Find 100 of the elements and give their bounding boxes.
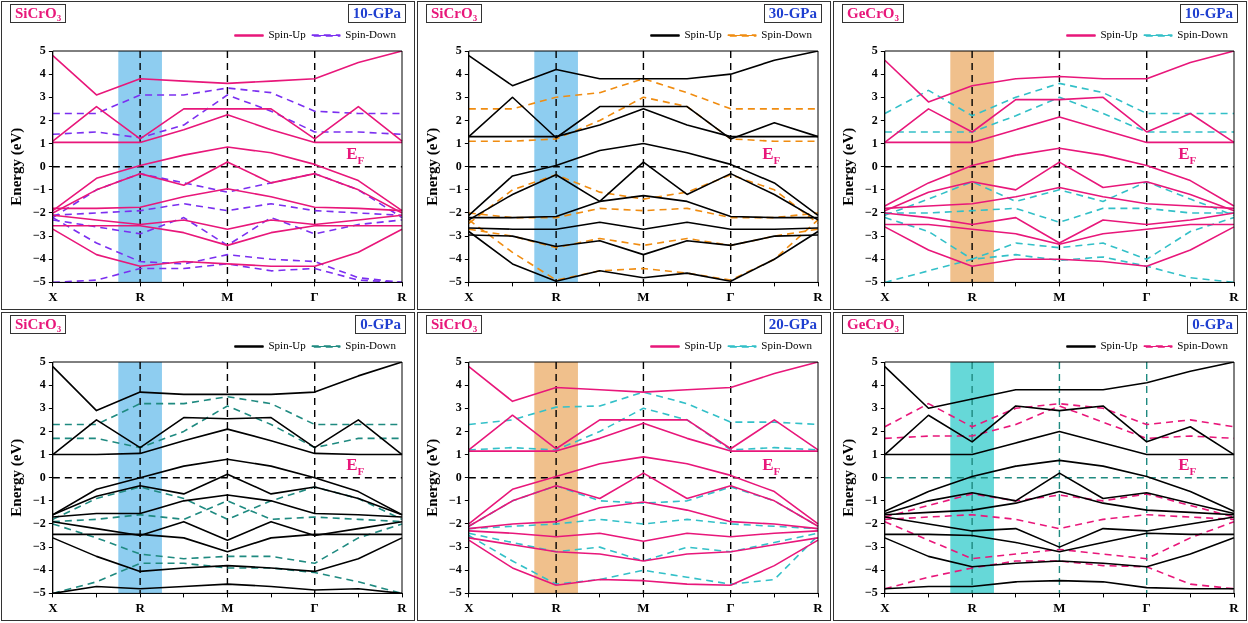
y-tick-label: −3	[864, 539, 878, 554]
y-tick-label: −4	[448, 562, 462, 577]
y-tick-label: −2	[864, 516, 878, 531]
y-tick-label: 2	[39, 423, 46, 438]
x-tick-label: X	[880, 599, 891, 615]
y-tick-label: 3	[871, 400, 878, 415]
legend-label: Spin-Up	[684, 28, 723, 41]
y-axis-title: Energy (eV)	[839, 438, 857, 517]
text: 30-GPa	[763, 3, 822, 23]
y-tick-label: 2	[871, 423, 878, 438]
y-tick-label: 4	[455, 377, 462, 392]
text: 10-GPa	[1179, 3, 1238, 23]
text: 0-GPa	[355, 314, 406, 334]
y-tick-label: 1	[871, 446, 878, 461]
x-tick-label: R	[813, 288, 824, 304]
x-tick-label: X	[464, 599, 475, 615]
y-tick-label: −5	[32, 585, 46, 600]
text: 20-GPa	[763, 314, 822, 334]
y-tick-label: 4	[871, 66, 878, 81]
x-tick-label: M	[221, 599, 234, 615]
x-tick-label: X	[464, 288, 475, 304]
legend-label: Spin-Down	[345, 28, 397, 41]
x-tick-label: R	[135, 599, 146, 615]
x-tick-label: Γ	[1142, 288, 1151, 304]
y-tick-label: −1	[448, 181, 462, 196]
y-axis-title: Energy (eV)	[839, 127, 857, 206]
y-tick-label: −4	[864, 251, 878, 266]
text: SiCrO₃	[426, 3, 483, 23]
x-tick-label: R	[1229, 288, 1240, 304]
text: SiCrO₃	[426, 314, 483, 334]
legend-label: Spin-Up	[1100, 339, 1139, 352]
x-tick-label: M	[637, 288, 650, 304]
legend-label: Spin-Up	[684, 339, 723, 352]
x-tick-label: R	[397, 599, 408, 615]
y-tick-label: −4	[864, 562, 878, 577]
y-tick-label: 0	[455, 469, 462, 484]
x-tick-label: X	[880, 288, 891, 304]
y-tick-label: 1	[455, 446, 462, 461]
y-tick-label: 3	[871, 89, 878, 104]
x-tick-label: Γ	[726, 599, 735, 615]
y-tick-label: −1	[864, 492, 878, 507]
x-tick-label: M	[1053, 288, 1066, 304]
text: 10-GPa	[347, 3, 406, 23]
y-tick-label: −2	[448, 516, 462, 531]
y-tick-label: −5	[448, 274, 462, 289]
y-axis-title: Energy (eV)	[423, 127, 441, 206]
legend-label: Spin-Down	[761, 28, 813, 41]
x-tick-label: M	[1053, 599, 1066, 615]
y-tick-label: −3	[864, 228, 878, 243]
y-tick-label: −3	[32, 228, 46, 243]
legend-label: Spin-Down	[1177, 28, 1229, 41]
x-tick-label: X	[48, 288, 59, 304]
y-tick-label: 5	[871, 43, 878, 58]
y-tick-label: 1	[455, 135, 462, 150]
y-tick-label: 3	[455, 89, 462, 104]
y-tick-label: −2	[32, 205, 46, 220]
x-tick-label: Γ	[726, 288, 735, 304]
legend-label: Spin-Down	[345, 339, 397, 352]
y-axis-title: Energy (eV)	[7, 127, 25, 206]
y-tick-label: 5	[871, 354, 878, 369]
y-tick-label: −3	[448, 539, 462, 554]
text: GeCrO₃	[842, 3, 904, 23]
y-tick-label: −1	[32, 492, 46, 507]
y-tick-label: −5	[32, 274, 46, 289]
y-tick-label: 0	[871, 469, 878, 484]
y-tick-label: 1	[39, 135, 46, 150]
x-tick-label: M	[637, 599, 650, 615]
y-tick-label: 4	[455, 66, 462, 81]
x-tick-label: R	[135, 288, 146, 304]
y-tick-label: 1	[871, 135, 878, 150]
x-tick-label: R	[813, 599, 824, 615]
y-axis-title: Energy (eV)	[423, 438, 441, 517]
y-tick-label: 4	[39, 66, 46, 81]
y-tick-label: 3	[39, 89, 46, 104]
y-tick-label: −3	[448, 228, 462, 243]
y-tick-label: 2	[39, 112, 46, 127]
x-tick-label: R	[397, 288, 408, 304]
y-tick-label: −3	[32, 539, 46, 554]
y-tick-label: −1	[864, 181, 878, 196]
y-tick-label: −5	[864, 274, 878, 289]
y-tick-label: −2	[448, 205, 462, 220]
y-tick-label: −5	[864, 585, 878, 600]
y-tick-label: −4	[448, 251, 462, 266]
x-tick-label: R	[551, 288, 562, 304]
y-tick-label: −2	[864, 205, 878, 220]
y-tick-label: −4	[32, 562, 46, 577]
x-tick-label: R	[967, 288, 978, 304]
y-tick-label: 4	[39, 377, 46, 392]
y-tick-label: 2	[455, 423, 462, 438]
x-tick-label: R	[967, 599, 978, 615]
y-tick-label: 5	[39, 43, 46, 58]
y-tick-label: 5	[455, 354, 462, 369]
y-tick-label: 0	[39, 158, 46, 173]
text: GeCrO₃	[842, 314, 904, 334]
y-tick-label: 3	[455, 400, 462, 415]
y-tick-label: 2	[455, 112, 462, 127]
y-tick-label: −2	[32, 516, 46, 531]
y-tick-label: 3	[39, 400, 46, 415]
y-tick-label: −4	[32, 251, 46, 266]
text: SiCrO₃	[10, 314, 67, 334]
